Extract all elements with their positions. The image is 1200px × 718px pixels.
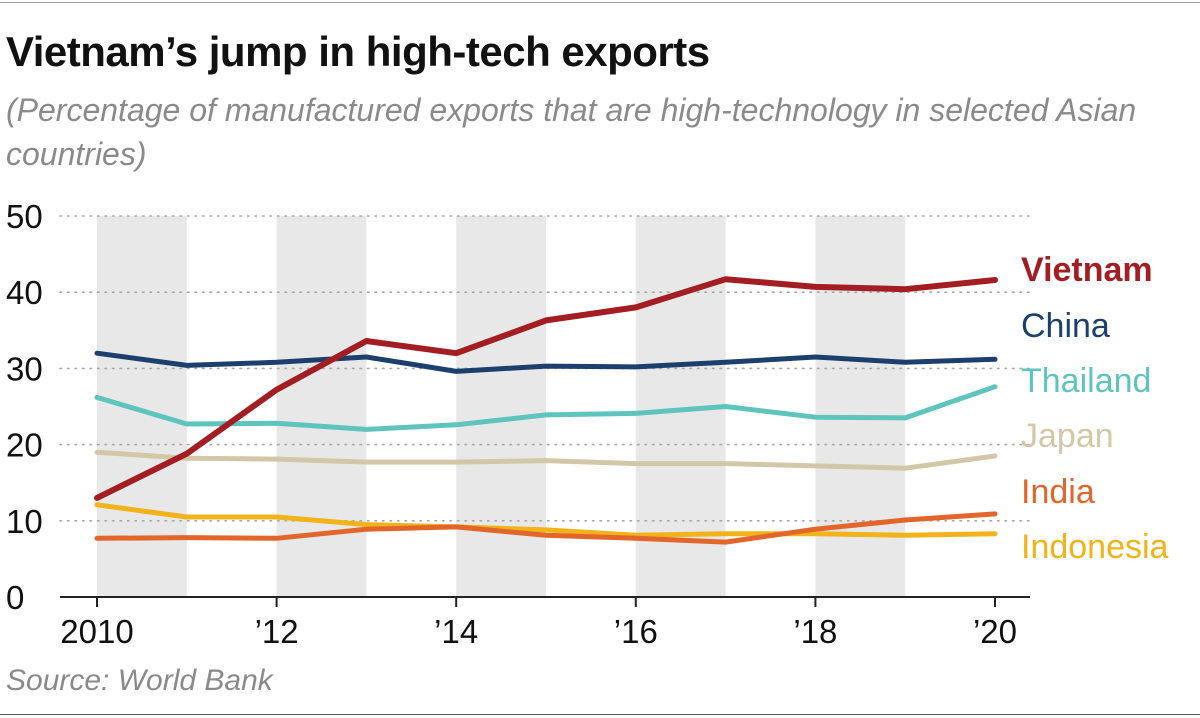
source-note: Source: World Bank [6,664,273,697]
shade-band-2014 [456,216,546,597]
x-tick-label-2016: ’16 [614,613,658,650]
series-line-china [94,350,998,374]
x-tick-label-2014: ’14 [434,613,478,650]
series-line-vietnam [94,276,998,501]
series-line-india [94,511,998,545]
series-line-japan [94,449,998,471]
series-line-thailand [94,384,998,432]
legend-label-indonesia: Indonesia [1021,528,1169,566]
legend-label-india: India [1021,473,1095,511]
bottom-rule [0,714,1200,715]
x-axis-tick-labels: 2010 ’12 ’14 ’16 ’18 ’20 [60,613,1017,650]
chart-subtitle: (Percentage of manufactured exports that… [6,92,1137,172]
y-axis-tick-labels: 0 10 20 30 40 50 [6,198,43,616]
y-tick-label-50: 50 [6,198,43,235]
legend-label-vietnam: Vietnam [1021,251,1153,289]
shade-band-2010 [97,216,187,597]
legend-label-japan: Japan [1021,417,1114,455]
top-rule [0,2,1200,3]
x-axis [60,596,1030,607]
x-tick-label-2010: 2010 [60,613,133,650]
shade-band-2012 [276,216,367,597]
chart-title: Vietnam’s jump in high-tech exports [6,28,710,75]
y-tick-label-10: 10 [6,503,43,540]
x-tick-label-2018: ’18 [793,613,837,650]
x-tick-label-2020: ’20 [973,613,1017,650]
legend-label-china: China [1021,307,1110,345]
y-tick-label-0: 0 [6,579,24,616]
y-tick-label-20: 20 [6,427,43,464]
series-lines [94,276,998,545]
y-tick-label-30: 30 [6,350,43,387]
shade-band-2018 [815,216,906,597]
y-tick-label-40: 40 [6,274,43,311]
series-line-indonesia [94,502,998,538]
legend-label-thailand: Thailand [1021,362,1151,400]
shaded-year-bands [97,216,906,597]
legend: Vietnam China Thailand Japan India Indonesia [1021,251,1169,566]
x-tick-label-2012: ’12 [255,613,299,650]
